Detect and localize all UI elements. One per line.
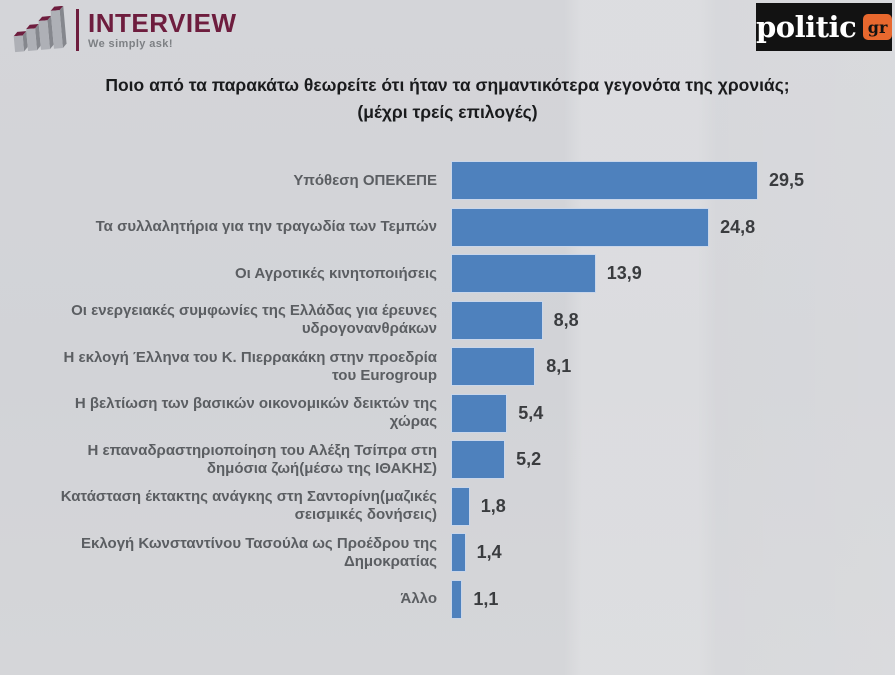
bar-category-label: Υπόθεση ΟΠΕΚΕΠΕ bbox=[293, 171, 437, 189]
bar-value-label: 8,1 bbox=[546, 356, 572, 376]
bar bbox=[451, 207, 710, 247]
bar bbox=[451, 440, 506, 479]
chart-title-line2: (μέχρι τρείς επιλογές) bbox=[357, 102, 538, 122]
interview-logo: INTERVIEW We simply ask! bbox=[12, 6, 236, 54]
bar-value-label: 13,9 bbox=[606, 263, 642, 283]
bar-value-label: 1,8 bbox=[480, 495, 506, 516]
bar-value-label: 24,8 bbox=[720, 216, 756, 237]
bar-value-label: 1,4 bbox=[476, 542, 502, 562]
bar-category-label: Η επαναδραστηριοποίηση του Αλέξη Τσίπρα … bbox=[87, 441, 437, 477]
chart-row: Άλλο 1,1 bbox=[40, 579, 855, 619]
chart-row: Η εκλογή Έλληνα του Κ. Πιερρακάκη στην π… bbox=[40, 347, 855, 386]
chart-row: Η βελτίωση των βασικών οικονομικών δεικτ… bbox=[40, 393, 855, 433]
chart-row: Τα συλλαλητήρια για την τραγωδία των Τεμ… bbox=[40, 207, 855, 247]
bar-category-label: Η εκλογή Έλληνα του Κ. Πιερρακάκη στην π… bbox=[63, 348, 437, 384]
bar-value-label: 1,1 bbox=[473, 588, 499, 609]
chart-row: Εκλογή Κωνσταντίνου Τασούλα ως Προέδρου … bbox=[40, 533, 855, 572]
interview-logo-tagline: We simply ask! bbox=[88, 38, 173, 50]
bar bbox=[451, 393, 508, 433]
bar bbox=[451, 347, 536, 386]
logo-divider bbox=[76, 9, 79, 51]
chart-row: Οι ενεργειακές συμφωνίες της Ελλάδας για… bbox=[40, 300, 855, 340]
bar-value-label: 5,2 bbox=[516, 449, 542, 469]
chart-row: Οι Αγροτικές κινητοποιήσεις 13,9 bbox=[40, 254, 855, 293]
bar-value-label: 8,8 bbox=[553, 309, 579, 330]
bar bbox=[451, 486, 470, 526]
bar-category-label: Οι ενεργειακές συμφωνίες της Ελλάδας για… bbox=[71, 302, 437, 337]
bar-chart: Υπόθεση ΟΠΕΚΕΠΕ 29,5 Τα συλλαλητήρια για τ… bbox=[40, 161, 855, 626]
bar bbox=[451, 533, 466, 572]
bar bbox=[451, 579, 463, 619]
politic-gr-logo: politic gr bbox=[756, 3, 892, 51]
politic-gr-badge: gr bbox=[863, 14, 892, 40]
chart-title-line1: Ποιο από τα παρακάτω θεωρείτε ότι ήταν τ… bbox=[105, 75, 790, 95]
chart-row: Υπόθεση ΟΠΕΚΕΠΕ 29,5 bbox=[40, 161, 855, 200]
bar-chart-3d-icon bbox=[13, 6, 67, 53]
bar-value-label: 29,5 bbox=[769, 170, 805, 190]
bar-category-label: Η βελτίωση των βασικών οικονομικών δεικτ… bbox=[74, 395, 437, 430]
bar-value-label: 5,4 bbox=[518, 402, 544, 423]
bar-category-label: Εκλογή Κωνσταντίνου Τασούλα ως Προέδρου … bbox=[81, 534, 437, 570]
bar bbox=[451, 300, 543, 340]
chart-row: Κατάσταση έκτακτης ανάγκης στη Σαντορίνη… bbox=[40, 486, 855, 526]
bar-category-label: Οι Αγροτικές κινητοποιήσεις bbox=[234, 264, 437, 282]
header: INTERVIEW We simply ask! politic gr bbox=[0, 0, 895, 58]
bar-category-label: Άλλο bbox=[400, 590, 438, 607]
bar-category-label: Κατάσταση έκτακτης ανάγκης στη Σαντορίνη… bbox=[60, 488, 437, 523]
bar-category-label: Τα συλλαλητήρια για την τραγωδία των Τεμ… bbox=[95, 218, 437, 235]
chart-title: Ποιο από τα παρακάτω θεωρείτε ότι ήταν τ… bbox=[0, 72, 895, 126]
bar bbox=[451, 161, 758, 200]
bar bbox=[451, 254, 596, 293]
chart-row: Η επαναδραστηριοποίηση του Αλέξη Τσίπρα … bbox=[40, 440, 855, 479]
interview-logo-title: INTERVIEW bbox=[88, 8, 237, 38]
politic-logo-text: politic bbox=[756, 9, 857, 44]
